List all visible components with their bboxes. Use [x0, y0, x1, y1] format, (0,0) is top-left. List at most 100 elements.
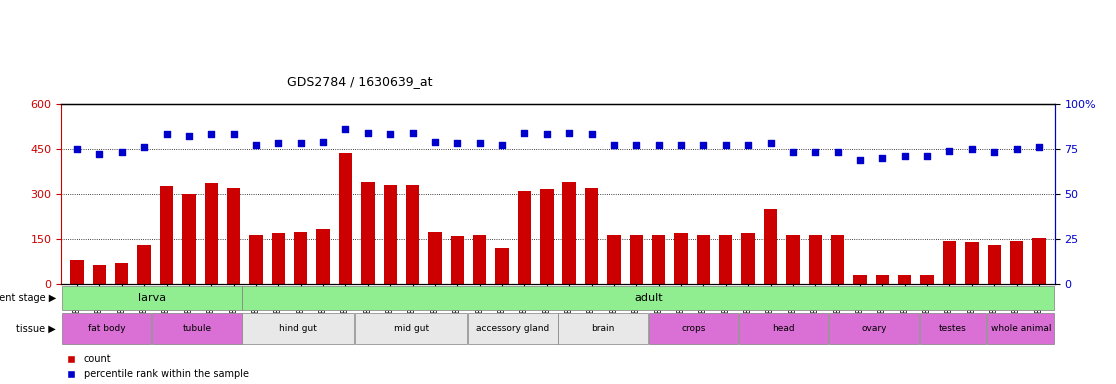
Point: [694, 142, 712, 148]
Point: [783, 149, 801, 156]
Point: [471, 140, 489, 146]
Point: [337, 126, 355, 132]
Point: [538, 131, 556, 137]
Point: [315, 139, 333, 145]
Bar: [227, 188, 240, 284]
Point: [90, 151, 108, 157]
Bar: [429, 232, 442, 284]
Bar: [61, 313, 152, 344]
Point: [560, 129, 578, 136]
Bar: [739, 313, 828, 344]
Bar: [965, 242, 979, 284]
Bar: [451, 236, 464, 284]
Point: [291, 140, 309, 146]
Bar: [988, 313, 1055, 344]
Point: [68, 146, 86, 152]
Bar: [294, 232, 307, 284]
Bar: [607, 235, 620, 284]
Point: [739, 142, 757, 148]
Bar: [648, 313, 738, 344]
Point: [650, 142, 667, 148]
Point: [896, 153, 914, 159]
Bar: [809, 235, 822, 284]
Bar: [652, 235, 665, 284]
Point: [180, 133, 198, 139]
Text: GDS2784 / 1630639_at: GDS2784 / 1630639_at: [287, 75, 432, 88]
Point: [247, 142, 264, 148]
Bar: [249, 235, 262, 284]
Bar: [831, 235, 845, 284]
Bar: [152, 313, 241, 344]
Point: [493, 142, 511, 148]
Point: [202, 131, 220, 137]
Point: [672, 142, 690, 148]
Bar: [473, 235, 487, 284]
Point: [829, 149, 847, 156]
Bar: [355, 313, 468, 344]
Bar: [540, 189, 554, 284]
Point: [807, 149, 825, 156]
Bar: [854, 275, 867, 284]
Bar: [829, 313, 918, 344]
Bar: [137, 245, 151, 284]
Text: adult: adult: [634, 293, 663, 303]
Bar: [317, 228, 330, 284]
Text: ovary: ovary: [862, 324, 887, 333]
Bar: [585, 188, 598, 284]
Point: [583, 131, 600, 137]
Bar: [518, 191, 531, 284]
Bar: [61, 286, 241, 310]
Bar: [674, 233, 687, 284]
Text: brain: brain: [591, 324, 615, 333]
Bar: [271, 233, 285, 284]
Point: [516, 129, 533, 136]
Bar: [898, 275, 912, 284]
Point: [224, 131, 242, 137]
Bar: [93, 265, 106, 284]
Point: [761, 140, 779, 146]
Bar: [182, 194, 195, 284]
Point: [426, 139, 444, 145]
Point: [157, 131, 175, 137]
Text: tubule: tubule: [182, 324, 211, 333]
Bar: [204, 184, 218, 284]
Bar: [920, 313, 987, 344]
Text: whole animal: whole animal: [991, 324, 1051, 333]
Bar: [696, 235, 710, 284]
Bar: [763, 209, 777, 284]
Bar: [384, 185, 397, 284]
Point: [627, 142, 645, 148]
Point: [963, 146, 981, 152]
Point: [918, 153, 936, 159]
Bar: [786, 235, 799, 284]
Point: [404, 129, 422, 136]
Text: tissue ▶: tissue ▶: [16, 323, 56, 333]
Point: [874, 155, 892, 161]
Point: [113, 149, 131, 156]
Bar: [242, 313, 355, 344]
Bar: [562, 182, 576, 284]
Bar: [406, 185, 420, 284]
Point: [449, 140, 466, 146]
Text: hind gut: hind gut: [279, 324, 317, 333]
Point: [716, 142, 734, 148]
Point: [269, 140, 287, 146]
Bar: [719, 235, 732, 284]
Bar: [160, 186, 173, 284]
Bar: [1032, 238, 1046, 284]
Bar: [943, 240, 956, 284]
Text: mid gut: mid gut: [394, 324, 429, 333]
Point: [359, 129, 377, 136]
Point: [1008, 146, 1026, 152]
Bar: [741, 233, 754, 284]
Legend: count, percentile rank within the sample: count, percentile rank within the sample: [66, 354, 249, 379]
Bar: [339, 153, 353, 284]
Bar: [629, 235, 643, 284]
Point: [135, 144, 153, 150]
Text: larva: larva: [137, 293, 166, 303]
Bar: [921, 275, 934, 284]
Bar: [876, 275, 889, 284]
Bar: [362, 182, 375, 284]
Bar: [988, 245, 1001, 284]
Bar: [115, 263, 128, 284]
